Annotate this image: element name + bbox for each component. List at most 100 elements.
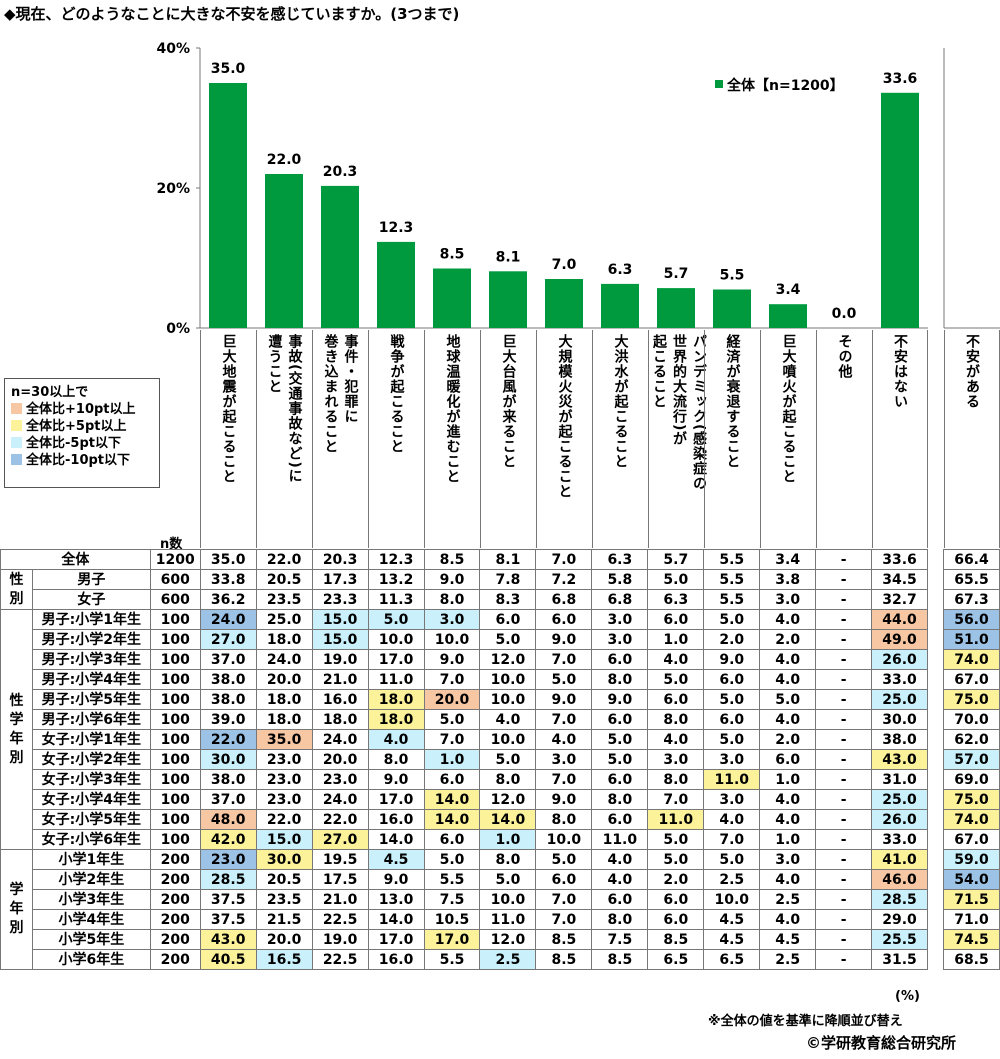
value-cell: 6.0	[647, 909, 705, 930]
row-label: 女子:小学2年生	[31, 749, 151, 770]
y-tick-label: 0%	[166, 321, 190, 335]
column-gap	[927, 949, 944, 970]
value-cell: 6.0	[759, 749, 817, 770]
value-cell: 4.0	[759, 649, 817, 670]
value-cell: 38.0	[199, 769, 257, 790]
category-label: 大洪水が起こること	[612, 334, 629, 469]
column-gap	[927, 869, 944, 890]
value-cell: 20.5	[255, 569, 313, 590]
table-row: 全体 1200 35.0 22.0 20.3 12.3 8.5 8.1 7.0 6.3 5.7 5.5…	[0, 549, 1000, 570]
n-cell: 100	[149, 709, 201, 730]
value-cell: 66.4	[942, 549, 1000, 570]
value-cell: 7.5	[423, 889, 481, 910]
value-cell: 74.0	[942, 809, 1000, 830]
value-cell: 20.0	[311, 749, 369, 770]
value-cell: 5.0	[479, 869, 537, 890]
value-cell: 16.5	[255, 949, 313, 970]
value-cell: 3.8	[759, 569, 817, 590]
n-cell: 200	[149, 889, 201, 910]
value-cell: -	[815, 909, 873, 930]
value-cell: 17.0	[423, 929, 481, 950]
n-cell: 100	[149, 669, 201, 690]
value-cell: 4.0	[759, 909, 817, 930]
value-cell: 18.0	[255, 629, 313, 650]
legend-swatch	[11, 437, 22, 448]
n-cell: 100	[149, 689, 201, 710]
value-cell: 6.0	[591, 769, 649, 790]
value-cell: 22.0	[255, 549, 313, 570]
bar	[265, 174, 303, 328]
value-cell: 51.0	[942, 629, 1000, 650]
value-cell: 6.0	[535, 869, 593, 890]
value-cell: 8.3	[479, 589, 537, 610]
value-cell: 5.0	[423, 709, 481, 730]
value-cell: 11.3	[367, 589, 425, 610]
row-label: 男子:小学6年生	[31, 709, 151, 730]
value-cell: 8.5	[535, 949, 593, 970]
value-cell: 70.0	[942, 709, 1000, 730]
value-cell: 7.2	[535, 569, 593, 590]
legend-item: 全体比-10pt以下	[11, 452, 153, 469]
value-cell: 39.0	[199, 709, 257, 730]
value-cell: 4.0	[759, 669, 817, 690]
value-cell: 25.0	[871, 789, 928, 810]
value-cell: 5.0	[703, 689, 761, 710]
category-label-column: 事件・犯罪に 巻き込まれること	[312, 330, 368, 548]
bar	[545, 279, 583, 328]
value-cell: 10.5	[423, 909, 481, 930]
value-cell: 23.3	[311, 589, 369, 610]
column-gap	[927, 589, 944, 610]
value-cell: 5.0	[759, 689, 817, 710]
row-label: 小学5年生	[31, 929, 151, 950]
value-cell: 8.0	[479, 849, 537, 870]
column-gap	[927, 789, 944, 810]
legend-label: 全体比+5pt以上	[26, 419, 127, 434]
value-cell: 10.0	[479, 689, 537, 710]
value-cell: 20.0	[255, 929, 313, 950]
value-cell: 3.0	[703, 749, 761, 770]
value-cell: 19.5	[311, 849, 369, 870]
category-label-column: 経済が衰退すること	[704, 330, 760, 548]
row-label: 全体	[0, 549, 151, 570]
highlight-legend: n=30以上で 全体比+10pt以上 全体比+5pt以上 全体比-5pt以下 全体比-…	[4, 378, 160, 488]
value-cell: 4.5	[367, 849, 425, 870]
value-cell: 69.0	[942, 769, 1000, 790]
value-cell: 71.5	[942, 889, 1000, 910]
category-label: パンデミック(感染症の 世界的大流行)が 起こること	[651, 334, 707, 492]
value-cell: 22.0	[311, 809, 369, 830]
value-cell: 14.0	[423, 809, 481, 830]
value-cell: 4.5	[703, 929, 761, 950]
value-cell: 42.0	[199, 829, 257, 850]
value-cell: 6.0	[591, 649, 649, 670]
value-cell: 23.0	[311, 769, 369, 790]
row-label: 女子:小学6年生	[31, 829, 151, 850]
value-cell: 23.0	[255, 749, 313, 770]
value-cell: 25.0	[871, 689, 928, 710]
value-cell: 5.5	[703, 589, 761, 610]
value-cell: 12.3	[367, 549, 425, 570]
column-gap	[927, 829, 944, 850]
value-cell: -	[815, 849, 873, 870]
value-cell: 57.0	[942, 749, 1000, 770]
value-cell: 71.0	[942, 909, 1000, 930]
bar	[713, 289, 751, 328]
value-cell: 4.0	[647, 729, 705, 750]
n-cell: 200	[149, 909, 201, 930]
row-label: 男子:小学5年生	[31, 689, 151, 710]
column-gap	[927, 769, 944, 790]
value-cell: 27.0	[311, 829, 369, 850]
value-cell: 4.0	[535, 729, 593, 750]
row-label: 女子:小学4年生	[31, 789, 151, 810]
value-cell: 5.0	[535, 849, 593, 870]
value-cell: 1.0	[479, 829, 537, 850]
legend-series-label: 全体【n=1200】	[726, 77, 844, 94]
value-cell: 41.0	[871, 849, 928, 870]
row-label: 男子:小学1年生	[31, 609, 151, 630]
value-cell: 19.0	[311, 929, 369, 950]
table-row: 小学2年生 200 28.5 20.5 17.5 9.0 5.5 5.0 6.0 4.0 2.0 2.…	[1, 869, 1000, 890]
legend-item: 全体比-5pt以下	[11, 435, 153, 452]
value-cell: -	[815, 629, 873, 650]
value-cell: 5.5	[703, 549, 761, 570]
value-cell: 4.0	[367, 729, 425, 750]
value-cell: 18.0	[367, 689, 425, 710]
